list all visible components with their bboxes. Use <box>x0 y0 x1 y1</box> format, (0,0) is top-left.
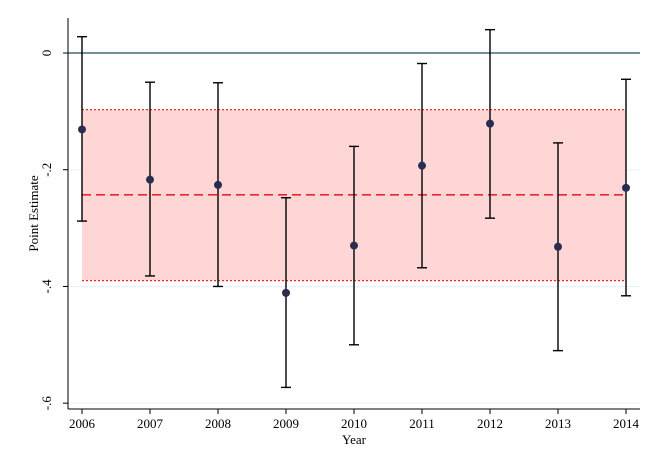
data-marks <box>77 28 631 389</box>
point-estimate <box>554 242 562 251</box>
point-estimate <box>622 183 630 192</box>
x-tick-label: 2008 <box>205 416 231 431</box>
y-axis-title: Point Estimate <box>26 175 41 251</box>
y-tick-label: 0 <box>39 50 54 57</box>
axes: 0 -.2 -.4 -.6 2006 2007 2008 2009 2010 2011 2012 20… <box>39 18 640 431</box>
point-estimate <box>282 288 290 297</box>
y-tick-label: -.4 <box>39 279 54 294</box>
point-estimate <box>486 119 494 128</box>
point-estimate <box>418 161 426 170</box>
point-estimate <box>78 125 86 134</box>
point-estimate <box>350 241 358 250</box>
x-tick-label: 2011 <box>409 416 435 431</box>
x-tick-label: 2010 <box>341 416 367 431</box>
x-tick-label: 2012 <box>477 416 503 431</box>
point-estimate <box>146 175 154 184</box>
y-tick-label: -.2 <box>39 163 54 177</box>
y-tick-label: -.6 <box>39 396 54 411</box>
point-estimate <box>214 180 222 189</box>
x-tick-label: 2009 <box>273 416 299 431</box>
x-axis-title: Year <box>342 432 367 447</box>
x-tick-label: 2013 <box>545 416 571 431</box>
x-tick-label: 2014 <box>613 416 640 431</box>
x-tick-label: 2006 <box>69 416 96 431</box>
x-tick-label: 2007 <box>137 416 164 431</box>
